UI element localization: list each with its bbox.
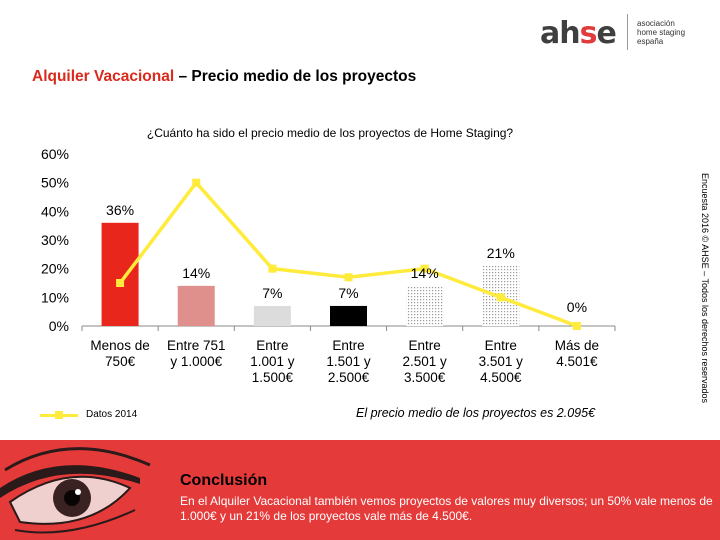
page-title: Alquiler Vacacional – Precio medio de lo… <box>32 68 416 86</box>
bar-value-label: 14% <box>182 265 210 281</box>
y-tick-label: 50% <box>41 175 69 191</box>
conclusion-panel: Conclusión En el Alquiler Vacacional tam… <box>0 440 720 540</box>
bar <box>253 305 291 326</box>
trend-point <box>192 178 201 187</box>
eye-illustration-icon <box>0 447 151 534</box>
average-price-note: El precio medio de los proyectos es 2.09… <box>356 406 596 420</box>
trend-point <box>496 293 505 302</box>
legend-marker <box>55 411 63 419</box>
title-highlight: Alquiler Vacacional <box>32 68 175 85</box>
title-rest: – Precio medio de los proyectos <box>174 68 417 85</box>
bar-value-label: 36% <box>106 202 134 218</box>
bar-value-label: 21% <box>487 245 515 261</box>
trend-point <box>420 264 429 273</box>
chart-question: ¿Cuánto ha sido el precio medio de los p… <box>146 126 514 140</box>
bar-value-label: 7% <box>338 285 358 301</box>
trend-point <box>268 264 277 273</box>
price-chart: 36%14%7% 7%14%21%0% 0%10%20%30%40%50%60% … <box>41 146 616 385</box>
bar <box>177 285 215 326</box>
conclusion-title: Conclusión <box>180 472 268 489</box>
category-label: Entre 751 y 1.000€ <box>167 338 226 369</box>
category-label: Entre 2.501 y 3.500€ <box>402 338 447 385</box>
y-tick-label: 0% <box>49 318 69 334</box>
y-tick-label: 20% <box>41 261 69 277</box>
logo-wordmark: ahse <box>540 16 617 51</box>
bar <box>101 222 139 326</box>
logo-separator <box>627 14 628 50</box>
ahse-logo: ahse asociación home staging españa <box>540 12 720 52</box>
y-tick-label: 40% <box>41 203 69 219</box>
trend-point <box>116 279 125 287</box>
legend-label: Datos 2014 <box>86 409 138 420</box>
bar-value-label: 0% <box>567 299 587 315</box>
trend-point <box>572 322 581 330</box>
category-label: Entre 3.501 y 4.500€ <box>479 338 524 385</box>
logo-subtitle: asociación home staging españa <box>637 19 686 46</box>
category-label: Entre 1.001 y 1.500€ <box>250 338 295 385</box>
category-label: Más de 4.501€ <box>555 338 599 369</box>
y-tick-label: 60% <box>41 146 69 162</box>
conclusion-text: En el Alquiler Vacacional también vemos … <box>180 494 713 523</box>
trend-point <box>344 273 353 282</box>
copyright-note: Encuesta 2016 © AHSE – Todos los derecho… <box>700 172 710 404</box>
category-label: Entre 1.501 y 2.500€ <box>326 338 371 385</box>
y-tick-label: 10% <box>41 289 69 305</box>
bar-value-label: 14% <box>411 265 439 281</box>
y-tick-label: 30% <box>41 232 69 248</box>
bar <box>406 285 444 326</box>
bar <box>330 305 367 326</box>
category-label: Menos de 750€ <box>90 338 149 369</box>
bar-value-label: 7% <box>262 285 282 301</box>
